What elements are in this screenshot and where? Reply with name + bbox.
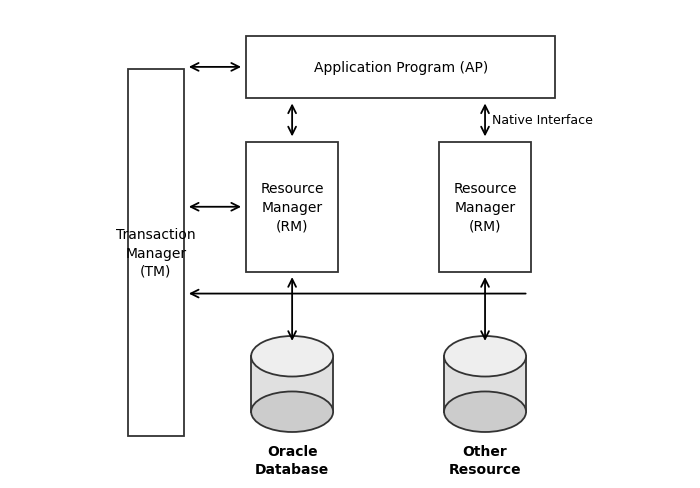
Bar xyxy=(128,70,183,436)
Ellipse shape xyxy=(444,336,526,377)
Polygon shape xyxy=(251,357,333,412)
Text: Resource
Manager
(RM): Resource Manager (RM) xyxy=(454,182,517,233)
Ellipse shape xyxy=(251,336,333,377)
Text: Oracle
Database: Oracle Database xyxy=(255,444,329,476)
Ellipse shape xyxy=(251,392,333,432)
Text: Native Interface: Native Interface xyxy=(492,114,593,127)
Ellipse shape xyxy=(444,392,526,432)
Text: Application Program (AP): Application Program (AP) xyxy=(314,61,488,75)
Text: Other
Resource: Other Resource xyxy=(449,444,522,476)
Polygon shape xyxy=(444,357,526,412)
Bar xyxy=(246,37,555,99)
Bar xyxy=(246,142,338,272)
Bar xyxy=(439,142,531,272)
Text: Resource
Manager
(RM): Resource Manager (RM) xyxy=(260,182,324,233)
Text: Transaction
Manager
(TM): Transaction Manager (TM) xyxy=(116,228,196,278)
